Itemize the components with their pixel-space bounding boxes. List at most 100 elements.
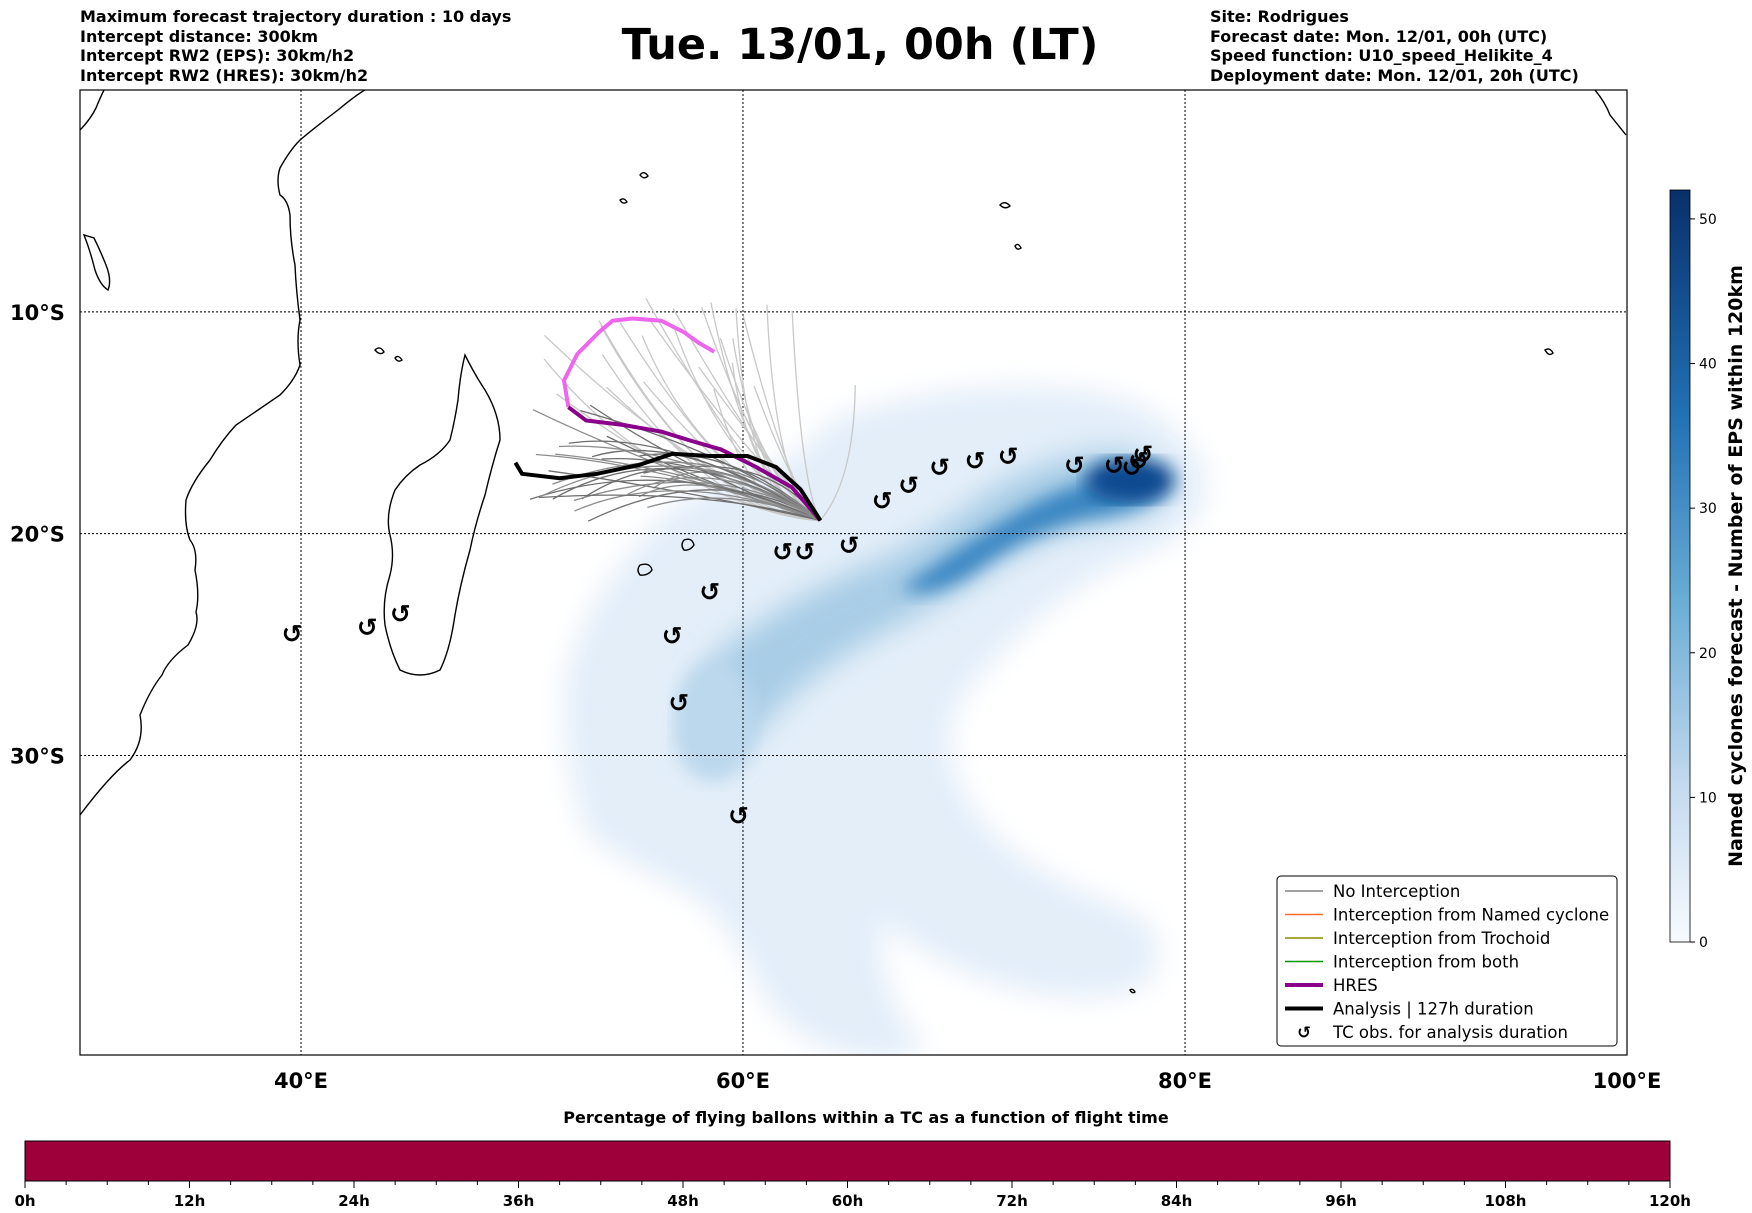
legend-label: Analysis | 127h duration — [1333, 1000, 1534, 1019]
tc-obs-marker: ↺ — [390, 600, 411, 629]
ensemble-track — [538, 494, 821, 521]
tc-obs-marker: ↺ — [1128, 446, 1149, 475]
tc-obs-marker: ↺ — [872, 486, 893, 515]
lon-label: 40°E — [274, 1069, 328, 1093]
ensemble-track — [529, 479, 821, 521]
lon-label: 100°E — [1593, 1069, 1662, 1093]
time-bar-tick-label: 12h — [174, 1192, 206, 1210]
tc-obs-marker: ↺ — [839, 531, 860, 560]
ensemble-track — [539, 465, 821, 521]
tc-obs-marker: ↺ — [1104, 451, 1125, 480]
colorbar-tick-label: 50 — [1699, 212, 1717, 228]
tc-obs-marker: ↺ — [282, 620, 303, 649]
coastlines — [80, 90, 1627, 994]
ensemble-track — [598, 320, 821, 522]
axis-labels: 10°S 20°S 30°S 40°E 60°E 80°E 100°E — [10, 301, 1661, 1093]
gridlines — [80, 90, 1628, 1055]
legend-label: Interception from Trochoid — [1333, 929, 1550, 948]
density-envelope — [563, 386, 1207, 1055]
tc-obs-marker: ↺ — [728, 801, 749, 830]
legend-label: Interception from both — [1333, 953, 1519, 972]
time-bar-tick-label: 72h — [996, 1192, 1028, 1210]
time-bar-title: Percentage of flying ballons within a TC… — [563, 1108, 1169, 1127]
seychelles — [619, 172, 649, 204]
colorbar-gradient — [1669, 189, 1691, 943]
legend-marker: ↺ — [1297, 1023, 1311, 1042]
time-bar-fill — [25, 1141, 1670, 1181]
hres-forecast-track — [567, 405, 822, 522]
header-forecast-date: Forecast date: Mon. 12/01, 00h (UTC) — [1210, 26, 1548, 46]
somalia-horn — [82, 233, 111, 292]
lat-label: 30°S — [10, 745, 65, 769]
amsterdam-island — [1129, 988, 1136, 994]
colorbar-tick-label: 20 — [1699, 646, 1717, 662]
flight-time-bar: Percentage of flying ballons within a TC… — [14, 1108, 1691, 1210]
tc-obs-marker: ↺ — [699, 577, 720, 606]
header-speed-function: Speed function: U10_speed_Helikite_4 — [1210, 46, 1553, 65]
time-bar-tick-label: 0h — [14, 1192, 35, 1210]
legend: No Interception Interception from Named c… — [1276, 875, 1618, 1047]
density-secondary — [675, 660, 755, 780]
chagos — [999, 202, 1022, 250]
eps-density-field — [563, 386, 1207, 1055]
mauritius — [637, 563, 653, 576]
tc-obs-marker: ↺ — [998, 442, 1019, 471]
time-bar-tick-label: 108h — [1485, 1192, 1527, 1210]
legend-label: No Interception — [1333, 882, 1460, 901]
tc-obs-marker: ↺ — [965, 446, 986, 475]
lon-label: 60°E — [716, 1069, 770, 1093]
colorbar-tick-label: 30 — [1699, 501, 1717, 517]
tc-obs-marker: ↺ — [794, 537, 815, 566]
header-deployment-date: Deployment date: Mon. 12/01, 20h (UTC) — [1210, 65, 1579, 85]
header-intercept-hres: Intercept RW2 (HRES): 30km/h2 — [80, 65, 369, 85]
ensemble-track — [626, 476, 821, 521]
legend-label: TC obs. for analysis duration — [1332, 1023, 1568, 1042]
colorbar-tick-label: 40 — [1699, 357, 1717, 373]
header-site: Site: Rodrigues — [1210, 7, 1349, 26]
ensemble-track — [641, 335, 821, 521]
tc-obs-marker: ↺ — [1064, 451, 1085, 480]
lat-label: 10°S — [10, 301, 65, 325]
tc-obs-marker: ↺ — [929, 453, 950, 482]
time-bar-tick-label: 84h — [1161, 1192, 1193, 1210]
time-bar-tick-label: 24h — [338, 1192, 370, 1210]
ensemble-track — [580, 409, 821, 521]
header-intercept-eps: Intercept RW2 (EPS): 30km/h2 — [80, 46, 355, 65]
tc-obs-marker: ↺ — [662, 622, 683, 651]
legend-label: Interception from Named cyclone — [1333, 906, 1609, 925]
map-frame — [79, 89, 1628, 1056]
maldives-islands — [1544, 348, 1554, 356]
analysis-track — [513, 451, 823, 522]
legend-box — [1276, 875, 1618, 1047]
colorbar-tick-label: 10 — [1699, 790, 1717, 806]
time-bar-tick-label: 36h — [503, 1192, 535, 1210]
colorbar-title: Named cyclones forecast - Number of EPS … — [1725, 265, 1747, 867]
africa-north-coast — [80, 90, 105, 131]
hres-forecast-track-future — [561, 316, 716, 408]
ensemble-track — [649, 319, 821, 521]
time-bar-tick-label: 120h — [1649, 1192, 1691, 1210]
density-band-inner — [900, 470, 1161, 593]
header-duration: Maximum forecast trajectory duration : 1… — [80, 7, 512, 26]
tc-obs-marker: ↺ — [898, 471, 919, 500]
africa-coast — [80, 90, 366, 816]
header-left: Maximum forecast trajectory duration : 1… — [80, 7, 511, 85]
colorbar-tick-label: 0 — [1699, 935, 1708, 951]
ensemble-track — [552, 461, 821, 521]
header-intercept-distance: Intercept distance: 300km — [80, 26, 319, 46]
legend-label: HRES — [1333, 976, 1378, 995]
tc-obs-marker: ↺ — [1133, 440, 1154, 469]
time-bar-tick-label: 48h — [667, 1192, 699, 1210]
ensemble-trajectories — [529, 298, 856, 522]
lon-label: 80°E — [1158, 1069, 1212, 1093]
tc-obs-marker: ↺ — [668, 688, 689, 717]
time-bar-tick-label: 60h — [832, 1192, 864, 1210]
tc-obs-marker: ↺ — [772, 537, 793, 566]
ensemble-track — [819, 385, 856, 521]
australia-nw — [1594, 90, 1627, 136]
density-core — [1085, 458, 1175, 502]
main-title: Tue. 13/01, 00h (LT) — [621, 20, 1099, 70]
header-right: Site: Rodrigues Forecast date: Mon. 12/0… — [1210, 7, 1579, 85]
time-bar-tick-label: 96h — [1325, 1192, 1357, 1210]
